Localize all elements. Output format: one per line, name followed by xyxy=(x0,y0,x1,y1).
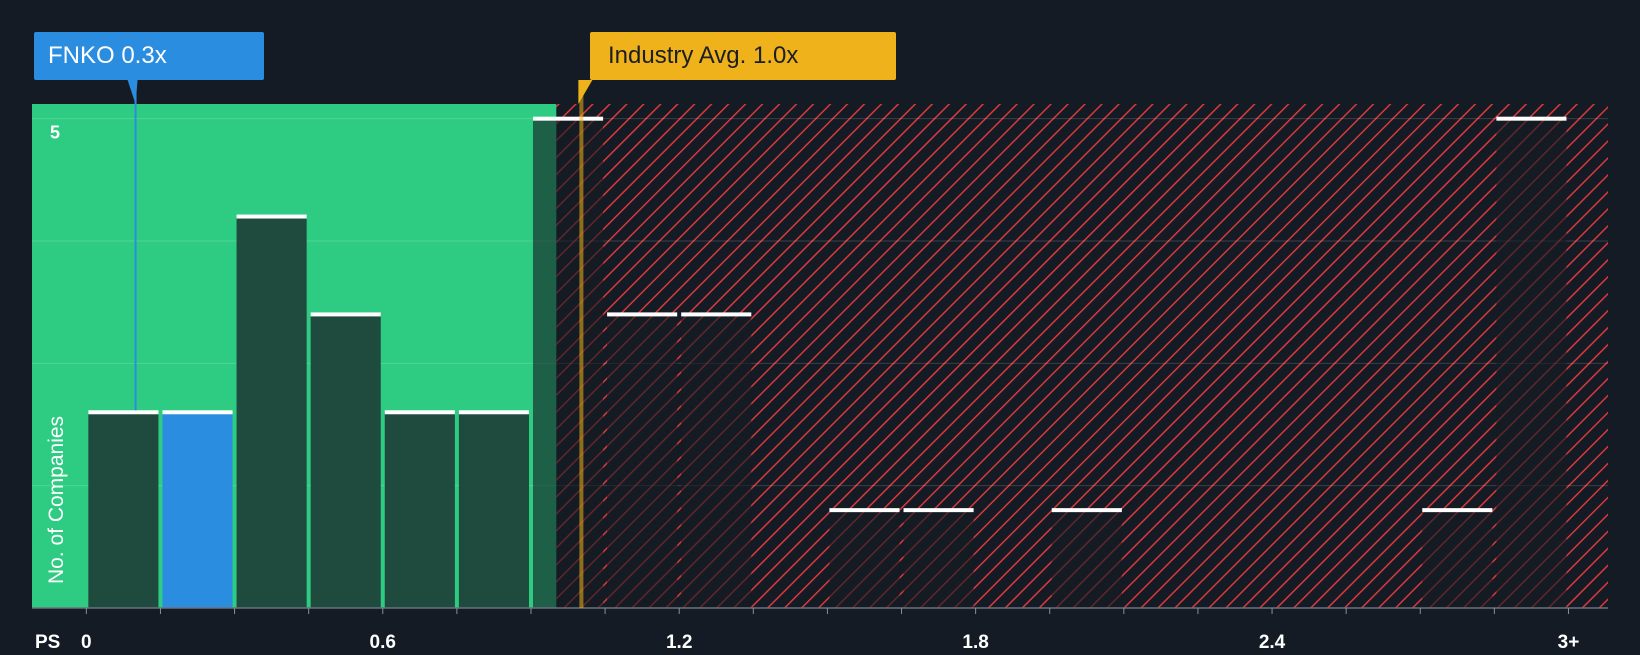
company-callout: FNKO 0.3x xyxy=(34,32,264,80)
x-tick-label-0: 0 xyxy=(81,632,92,650)
bar-cap-6 xyxy=(532,116,604,121)
bar-18 xyxy=(1422,510,1493,608)
bar-cap-1 xyxy=(162,410,233,415)
bar-cap-19 xyxy=(1496,116,1567,121)
bar-8 xyxy=(681,314,752,608)
bar-cap-11 xyxy=(903,508,974,513)
bar-cap-2 xyxy=(236,214,307,219)
bar-cap-0 xyxy=(88,410,159,415)
bar-6 xyxy=(532,118,604,608)
bar-cap-13 xyxy=(1051,508,1122,513)
x-tick-label-5: 3+ xyxy=(1558,632,1580,650)
bar-cap-4 xyxy=(384,410,455,415)
bar-cap-8 xyxy=(681,312,752,317)
bar-7 xyxy=(607,314,678,608)
x-tick-label-2: 1.2 xyxy=(666,632,692,650)
bar-11 xyxy=(903,510,974,608)
industry-callout-label: Industry Avg. 1.0x xyxy=(608,42,799,69)
bar-5 xyxy=(458,412,529,608)
industry-callout: Industry Avg. 1.0x xyxy=(590,32,896,80)
bar-3 xyxy=(310,314,381,608)
bar-cap-5 xyxy=(458,410,529,415)
bar-cap-18 xyxy=(1422,508,1493,513)
bar-10 xyxy=(829,510,900,608)
bar-1 xyxy=(162,412,233,608)
x-tick-label-4: 2.4 xyxy=(1259,632,1286,650)
bar-cap-10 xyxy=(829,508,900,513)
x-tick-label-1: 0.6 xyxy=(370,632,396,650)
bar-cap-3 xyxy=(310,312,381,317)
x-tick-label-3: 1.8 xyxy=(962,632,988,650)
industry-callout-pointer xyxy=(578,80,593,104)
company-callout-label: FNKO 0.3x xyxy=(48,42,167,69)
industry-marker-line xyxy=(579,80,584,608)
y-tick-label-0: 5 xyxy=(50,123,60,143)
bar-4 xyxy=(384,412,455,608)
y-axis-label: No. of Companies xyxy=(45,416,68,584)
bar-0 xyxy=(88,412,159,608)
bar-13 xyxy=(1051,510,1122,608)
bar-2 xyxy=(236,216,307,608)
company-callout-pointer xyxy=(127,80,138,104)
bar-19 xyxy=(1496,118,1567,608)
x-axis-label: PS xyxy=(35,632,60,650)
bar-cap-7 xyxy=(607,312,678,317)
